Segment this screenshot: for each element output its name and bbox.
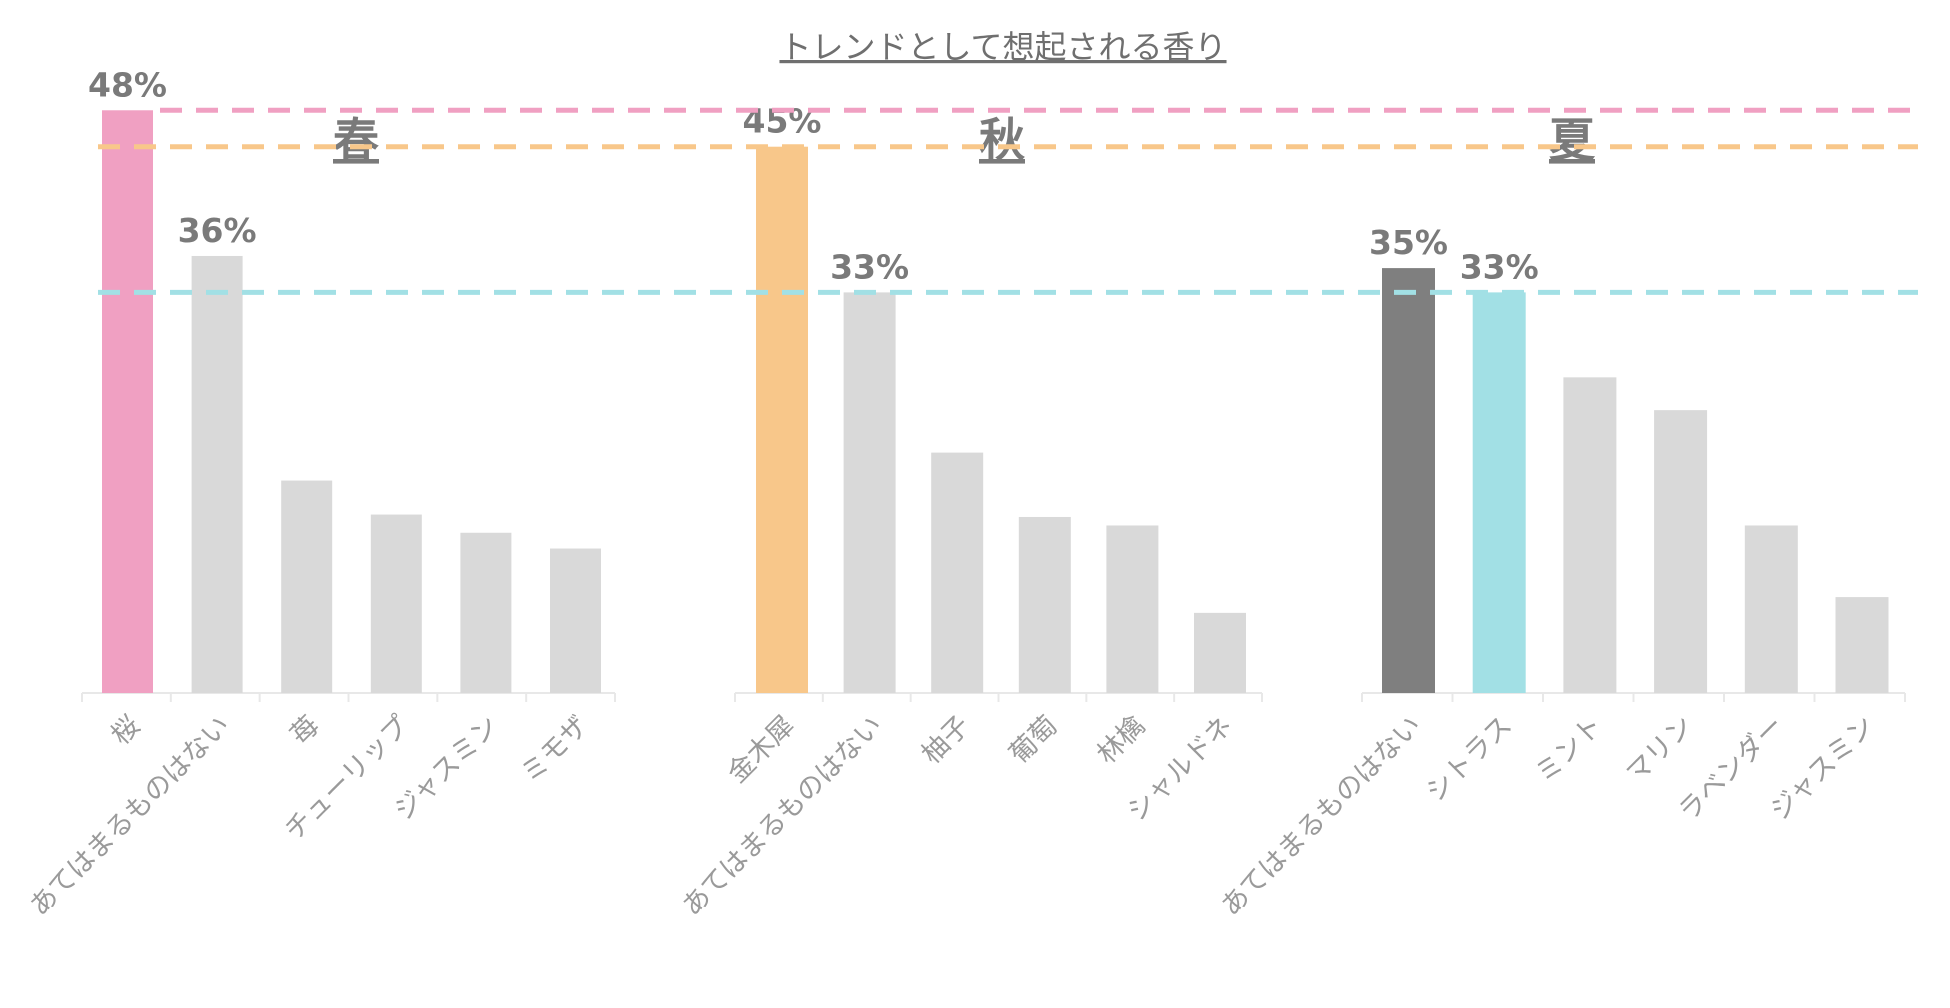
bar-autumn-2	[931, 452, 984, 693]
bar-summer-4	[1744, 525, 1798, 693]
category-label: ミント	[1530, 710, 1609, 789]
bar-spring-3	[370, 514, 422, 693]
category-label: 金木犀	[722, 710, 801, 789]
data-label: 33%	[1460, 247, 1539, 286]
category-label: 林檎	[1091, 710, 1151, 770]
category-label: シトラス	[1420, 710, 1518, 808]
bar-spring-0	[102, 110, 153, 693]
reference-lines	[98, 107, 1918, 295]
bar-summer-1	[1472, 292, 1526, 693]
bar-autumn-0	[756, 146, 808, 693]
data-label: 45%	[743, 102, 822, 141]
category-label: 桜	[105, 710, 146, 751]
bar-autumn-5	[1194, 612, 1246, 693]
category-label: マリン	[1620, 710, 1699, 789]
bar-summer-3	[1654, 410, 1708, 693]
bar-spring-1	[191, 255, 243, 693]
data-label: 35%	[1369, 223, 1448, 262]
bar-autumn-4	[1106, 525, 1159, 693]
category-label: 苺	[285, 710, 326, 751]
panel-title: 春	[333, 113, 379, 167]
bar-spring-2	[281, 480, 333, 693]
panel-title: 秋	[979, 113, 1025, 167]
data-label: 33%	[830, 247, 909, 286]
bar-autumn-1	[843, 292, 896, 693]
bar-spring-4	[460, 532, 512, 693]
bar-autumn-3	[1018, 516, 1071, 693]
data-label: 48%	[88, 65, 167, 104]
category-label: 葡萄	[1004, 710, 1064, 770]
bar-spring-5	[550, 548, 601, 693]
data-label: 36%	[178, 211, 257, 250]
chart-title: トレンドとして想起される香り	[779, 28, 1226, 66]
panel-title: 夏	[1549, 113, 1596, 167]
bar-summer-5	[1835, 597, 1889, 693]
category-label: あてはまるものはない	[1215, 710, 1427, 922]
bar-summer-0	[1382, 268, 1435, 693]
category-label: ミモザ	[515, 710, 594, 789]
bar-summer-2	[1563, 377, 1617, 693]
category-label: 柚子	[916, 710, 976, 770]
